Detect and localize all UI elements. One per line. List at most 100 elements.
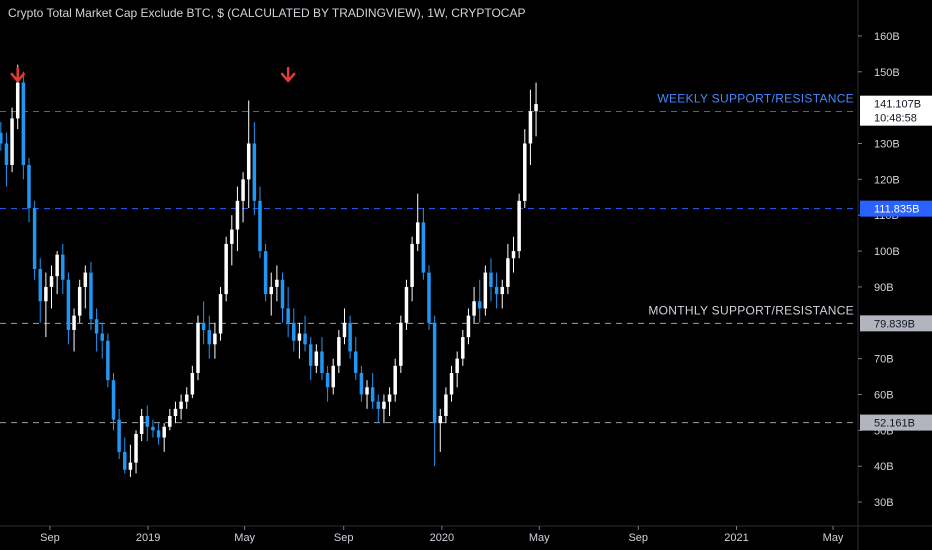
candles <box>0 64 538 477</box>
candle-body <box>489 272 493 287</box>
candle-body <box>128 462 133 470</box>
line-annotation: WEEKLY SUPPORT/RESISTANCE <box>657 92 854 106</box>
candle-body <box>421 222 426 273</box>
candle-body <box>184 394 189 402</box>
price-axis[interactable]: 30B40B50B60B70B90B100B110B120B130B150B16… <box>858 31 932 509</box>
candle-body <box>365 387 369 395</box>
candle-body <box>173 408 178 417</box>
candle-body <box>235 200 240 230</box>
candle-body <box>15 82 20 119</box>
chart-title: Crypto Total Market Cap Exclude BTC, $ (… <box>8 6 526 20</box>
time-tick-label: May <box>529 532 550 544</box>
candle-body <box>292 322 296 341</box>
candle-body <box>61 254 65 280</box>
candle-body <box>66 279 71 330</box>
candle-body <box>393 365 397 395</box>
price-line-label: 79.839B <box>874 318 915 330</box>
price-tick-label: 160B <box>874 31 900 43</box>
candle-body <box>500 286 504 295</box>
candle-body <box>370 387 375 402</box>
price-tick-label: 100B <box>874 246 900 258</box>
price-tick-label: 40B <box>874 461 894 473</box>
candle-body <box>275 279 279 287</box>
candle-body <box>483 272 488 309</box>
candle-body <box>427 272 431 323</box>
candle-body <box>196 322 200 373</box>
candle-body <box>27 165 31 209</box>
candle-body <box>444 394 448 417</box>
price-tick-label: 30B <box>874 497 894 509</box>
candle-body <box>472 301 476 316</box>
price-tick-label: 130B <box>874 139 900 151</box>
candle-body <box>106 340 110 381</box>
candle-body <box>511 251 516 259</box>
candle-body <box>168 416 172 427</box>
candle-body <box>224 243 228 295</box>
candle-body <box>134 433 138 463</box>
candle-body <box>348 322 352 352</box>
candle-body <box>0 132 3 144</box>
candle-body <box>190 372 195 395</box>
candle-body <box>314 351 319 366</box>
candle-body <box>438 416 443 424</box>
candle-body <box>354 351 358 373</box>
candle-body <box>263 251 268 295</box>
last-price-label: 141.107B <box>874 99 921 111</box>
price-line-label: 111.835B <box>874 204 919 216</box>
candle-body <box>534 104 538 112</box>
candle-body <box>32 208 37 269</box>
price-line-label-box <box>860 315 932 332</box>
candle-body <box>342 322 347 338</box>
candle-body <box>297 333 302 341</box>
candle-body <box>213 333 217 345</box>
candle-body <box>404 286 409 323</box>
candle-body <box>449 372 454 395</box>
candle-body <box>415 222 420 244</box>
candle-body <box>123 451 127 470</box>
price-tick-label: 120B <box>874 174 900 186</box>
candle-body <box>280 279 285 309</box>
candle-body <box>258 200 262 252</box>
price-line-label-box <box>860 414 932 431</box>
price-line-label: 52.161B <box>874 418 915 430</box>
candle-body <box>506 258 510 287</box>
price-tick-label: 150B <box>874 67 900 79</box>
last-price-box <box>860 95 932 126</box>
candle-body <box>77 286 82 316</box>
line-annotation: MONTHLY SUPPORT/RESISTANCE <box>648 303 854 317</box>
candle-body <box>523 143 527 201</box>
time-axis[interactable]: Sep 2019 May Sep 2020 May Sep 2021 May <box>40 526 844 544</box>
time-tick-label: Sep <box>628 532 648 544</box>
time-tick-label: 2021 <box>724 532 748 544</box>
price-tick-label: 70B <box>874 354 894 366</box>
candle-body <box>387 394 392 402</box>
candle-body <box>286 308 290 323</box>
candle-body <box>269 286 273 295</box>
candle-body <box>337 337 341 366</box>
candle-body <box>303 333 307 345</box>
candle-body <box>528 111 533 144</box>
candle-body <box>399 322 403 366</box>
candle-body <box>117 419 121 452</box>
candle-body <box>376 401 381 409</box>
candle-body <box>359 372 364 395</box>
down-arrow-icon <box>10 66 25 83</box>
candle-body <box>100 333 104 341</box>
time-tick-label: 2020 <box>430 532 454 544</box>
candle-body <box>320 351 324 373</box>
candle-body <box>230 229 234 244</box>
candle-body <box>55 254 59 277</box>
candle-body <box>207 329 212 345</box>
candle-body <box>325 372 330 388</box>
time-tick-label: May <box>823 532 844 544</box>
candle-body <box>246 143 251 180</box>
candle-body <box>382 401 386 409</box>
candle-body <box>455 358 459 373</box>
candle-body <box>432 322 437 424</box>
candle-body <box>331 365 335 388</box>
annotations: WEEKLY SUPPORT/RESISTANCE MONTHLY SUPPORT… <box>648 92 854 318</box>
candle-body <box>201 322 206 330</box>
candle-body <box>151 426 155 431</box>
